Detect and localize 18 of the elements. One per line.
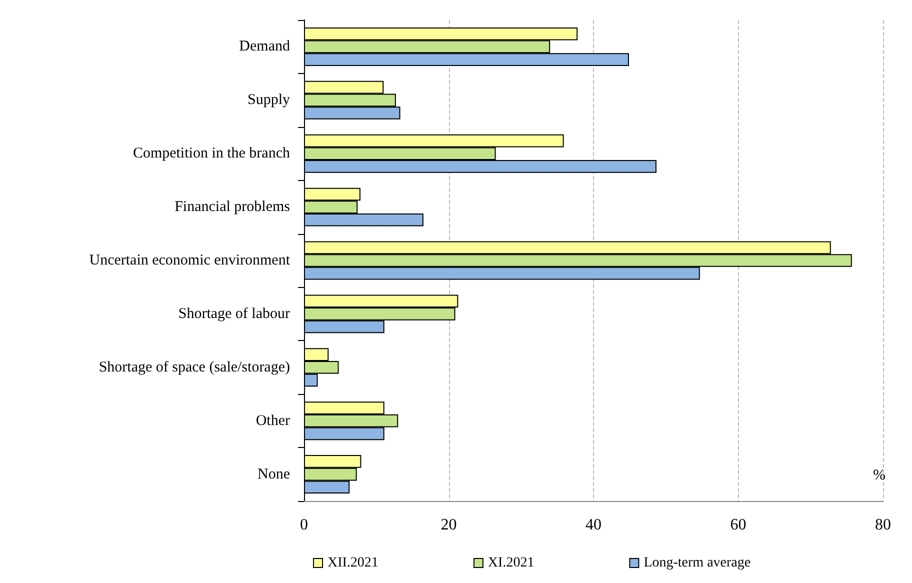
y-tick-label: Uncertain economic environment	[89, 252, 291, 268]
y-tick-label: Demand	[239, 38, 290, 55]
y-tick-label: Other	[256, 412, 290, 429]
x-tick-label: 0	[300, 516, 308, 534]
legend-label: Long-term average	[644, 556, 751, 570]
legend-label: XI.2021	[488, 556, 534, 570]
y-tick-label: Shortage of space (sale/storage)	[98, 359, 290, 376]
x-tick-label: 40	[586, 516, 602, 534]
y-tick-label: Financial problems	[174, 199, 290, 216]
x-tick-label: 60	[730, 516, 746, 534]
x-tick-label: 80	[875, 516, 891, 534]
y-tick-label: Supply	[247, 92, 290, 108]
x-tick-label: 20	[440, 516, 457, 534]
legend-label: XII.2021	[328, 556, 378, 570]
y-tick-label: Competition in the branch	[132, 146, 290, 162]
x-axis-title: %	[873, 468, 886, 484]
y-tick-label: Shortage of labour	[178, 306, 290, 322]
y-tick-label: None	[258, 466, 290, 482]
